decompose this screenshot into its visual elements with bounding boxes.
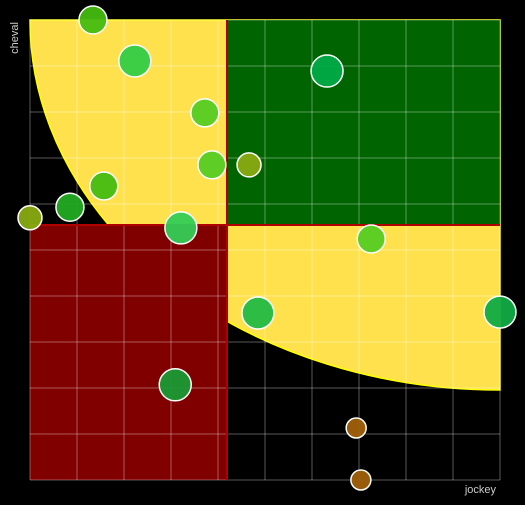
x-axis-label: jockey: [464, 484, 497, 496]
bubble: [310, 54, 344, 88]
bubble: [345, 417, 367, 439]
green-quadrant: [227, 20, 500, 225]
bubble: [55, 192, 85, 222]
bubble: [236, 152, 262, 178]
points: [17, 5, 517, 491]
bubble: [190, 98, 220, 128]
bubble: [158, 368, 192, 402]
bubble: [241, 296, 275, 330]
bubble: [89, 171, 119, 201]
bubble: [78, 5, 108, 35]
red-quadrant: [30, 225, 227, 480]
bubble: [17, 205, 43, 231]
grid: [29, 19, 501, 481]
bubble: [483, 295, 517, 329]
bubble: [356, 224, 386, 254]
bubble: [164, 211, 198, 245]
bubble: [197, 150, 227, 180]
bubble: [350, 469, 372, 491]
bubble: [118, 44, 152, 78]
y-axis-label: cheval: [9, 22, 21, 54]
